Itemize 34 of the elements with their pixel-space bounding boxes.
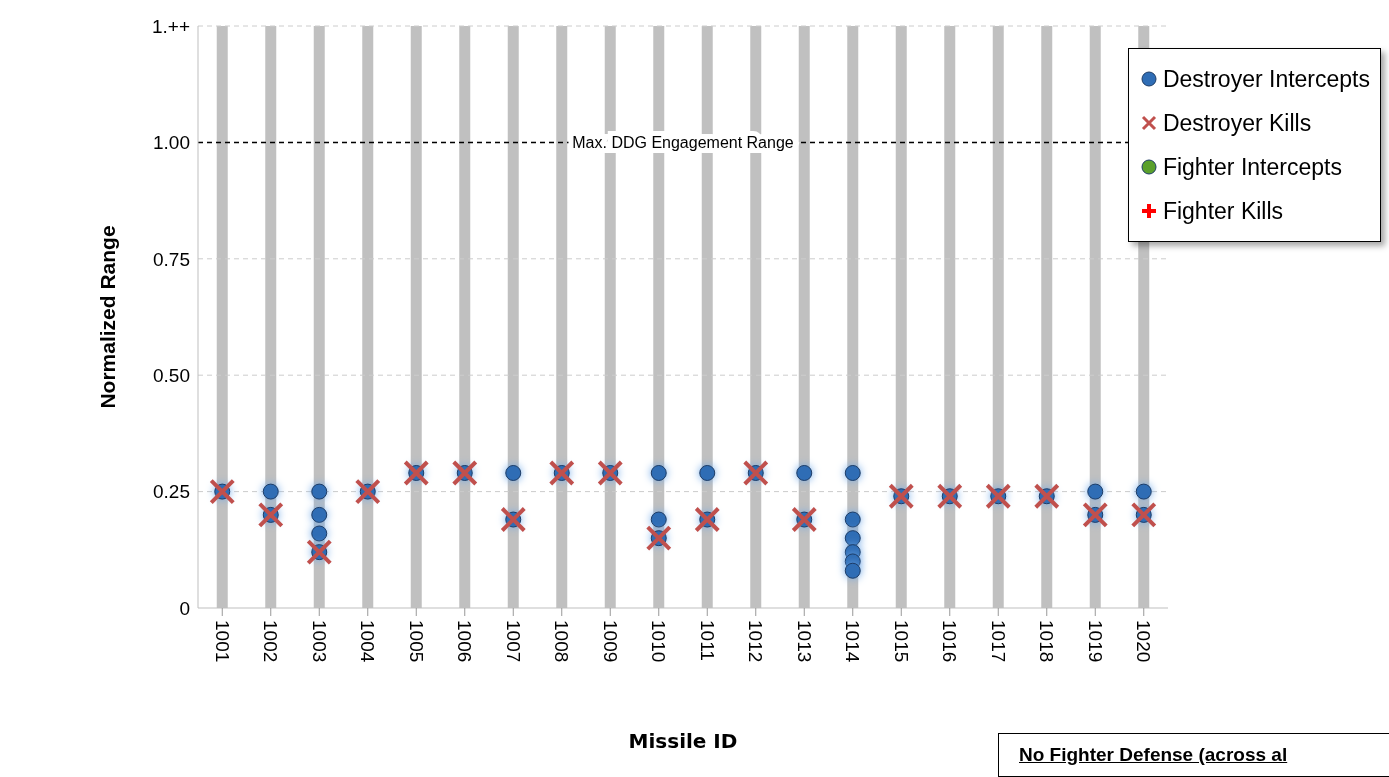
y-tick-label: 0	[179, 597, 190, 619]
x-tick-label: 1014	[842, 620, 864, 663]
x-axis-title: Missile ID	[628, 729, 738, 753]
x-tick-label: 1003	[308, 620, 330, 663]
x-tick-label: 1008	[551, 620, 573, 663]
x-tick-label: 1019	[1084, 620, 1106, 663]
x-tick-label: 1009	[599, 620, 621, 663]
x-tick-label: 1020	[1133, 620, 1155, 663]
x-tick-label: 1012	[745, 620, 767, 663]
y-tick-label: 1.00	[153, 132, 190, 154]
text: No Fighter Defense (across al	[998, 733, 1389, 777]
legend-label: Destroyer Kills	[1162, 109, 1312, 137]
x-tick-label: 1017	[987, 620, 1009, 663]
legend-label: Fighter Kills	[1162, 197, 1284, 225]
x-tick-label: 1005	[405, 620, 427, 663]
legend-label: Fighter Intercepts	[1162, 153, 1342, 181]
y-tick-label: 0.75	[153, 248, 190, 270]
x-tick-label: 1004	[357, 620, 379, 663]
y-axis-title: Normalized Range	[96, 225, 120, 409]
x-tick-label: 1001	[211, 620, 233, 663]
x-tick-label: 1013	[793, 620, 815, 663]
y-tick-label: 1.++	[151, 15, 190, 37]
x-tick-label: 1007	[502, 620, 524, 663]
y-tick-label: 0.50	[153, 364, 190, 386]
x-tick-label: 1002	[260, 620, 282, 663]
y-tick-label: 0.25	[153, 481, 190, 503]
ref-line-label: Max. DDG Engagement Range	[572, 134, 794, 152]
x-tick-label: 1006	[454, 620, 476, 663]
x-tick-label: 1011	[696, 620, 718, 661]
x-tick-label: 1016	[939, 620, 961, 663]
x-tick-label: 1015	[890, 620, 912, 663]
legend-label: Destroyer Intercepts	[1162, 65, 1370, 93]
x-tick-label: 1010	[648, 620, 670, 663]
x-tick-label: 1018	[1036, 620, 1058, 663]
